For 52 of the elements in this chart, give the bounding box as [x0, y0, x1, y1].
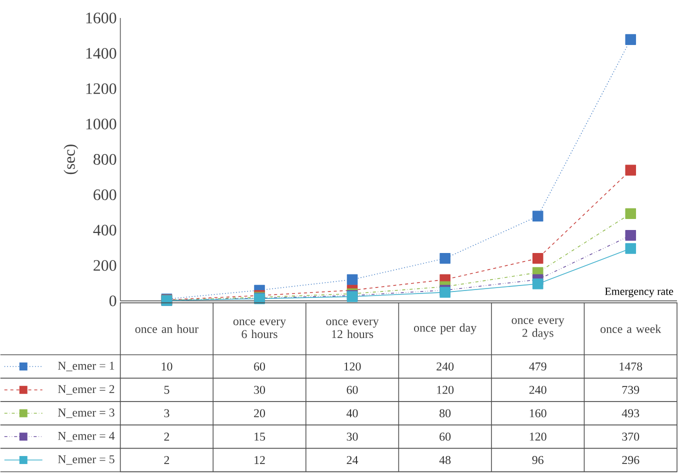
data-label: 60 [346, 386, 358, 394]
data-label: 1478 [620, 362, 642, 371]
legend-label: N_emer = 5 [58, 455, 114, 465]
data-label: 5 [164, 386, 170, 394]
y-tick-label: 1400 [86, 48, 116, 59]
data-label: 30 [346, 432, 358, 441]
y-tick-label: 800 [94, 154, 116, 165]
data-label: 120 [530, 432, 546, 441]
x-tick-label: once every 12 hours [326, 320, 379, 338]
x-tick-label: once every 6 hours [233, 320, 286, 338]
y-tick-label: 600 [94, 190, 116, 200]
data-label: 60 [254, 362, 266, 371]
data-label: 48 [439, 456, 451, 464]
data-label: 2 [164, 456, 170, 464]
legend-label: N_emer = 3 [58, 408, 114, 418]
data-label: 160 [530, 409, 546, 418]
data-label: 40 [346, 409, 358, 418]
data-label: 739 [622, 386, 640, 394]
data-label: 120 [437, 386, 454, 394]
data-label: 12 [254, 456, 265, 464]
data-label: 479 [529, 362, 546, 371]
x-axis-title: Emergency rate [604, 288, 674, 298]
data-label: 15 [254, 432, 266, 441]
data-label: 3 [164, 409, 170, 418]
legend-label: N_emer = 2 [58, 385, 114, 395]
data-label: 24 [346, 456, 358, 464]
y-tick-label: 200 [94, 260, 116, 271]
data-label: 10 [162, 362, 172, 371]
data-label: 240 [529, 386, 546, 394]
legend-label: N_emer = 1 [58, 362, 114, 372]
y-axis-title: (sec) [64, 144, 78, 174]
legend-label: N_emer = 4 [58, 432, 115, 442]
x-tick-label: once an hour [135, 324, 198, 334]
data-label: 120 [344, 362, 361, 371]
data-label: 370 [622, 432, 640, 441]
data-label: 493 [622, 409, 640, 418]
x-tick-label: once a week [600, 324, 662, 334]
data-label: 60 [440, 432, 451, 441]
y-tick-label: 400 [93, 224, 116, 236]
data-label: 20 [254, 409, 266, 418]
data-label: 80 [440, 409, 451, 418]
x-tick-label: once every 2 days [512, 318, 564, 340]
data-label: 296 [622, 456, 640, 464]
data-label: 240 [436, 362, 454, 371]
x-tick-label: once per day [414, 324, 477, 334]
data-label: 30 [254, 386, 266, 394]
y-tick-label: 0 [109, 296, 116, 306]
y-tick-label: 1000 [86, 118, 116, 130]
y-tick-label: 1600 [86, 12, 116, 24]
data-label: 2 [164, 432, 170, 441]
y-tick-label: 1200 [86, 83, 116, 94]
data-label: 96 [532, 456, 544, 464]
